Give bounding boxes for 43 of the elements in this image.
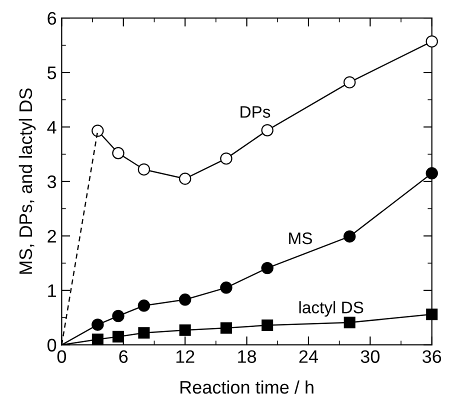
point bbox=[112, 330, 124, 342]
point bbox=[178, 172, 192, 185]
y-tick-label: 4 bbox=[47, 121, 56, 134]
y-tick-label: 3 bbox=[47, 175, 56, 188]
point bbox=[343, 230, 356, 243]
x-tick-label: 30 bbox=[360, 350, 380, 363]
y-tick-label: 0 bbox=[48, 338, 56, 352]
point bbox=[220, 322, 232, 334]
point bbox=[112, 310, 124, 322]
point bbox=[179, 324, 191, 336]
point bbox=[138, 300, 150, 312]
series-label: lactyl DS bbox=[299, 301, 364, 317]
point bbox=[138, 327, 150, 339]
point bbox=[92, 124, 104, 137]
x-tick-label: 36 bbox=[422, 350, 442, 363]
point bbox=[261, 124, 274, 136]
series-label: DPs bbox=[240, 106, 270, 118]
point bbox=[343, 76, 356, 88]
point bbox=[92, 318, 104, 331]
point bbox=[261, 262, 274, 274]
point bbox=[112, 147, 124, 160]
x-tick-label: 12 bbox=[176, 350, 194, 363]
series-label: MS bbox=[289, 232, 312, 244]
point bbox=[92, 334, 104, 346]
point bbox=[138, 163, 150, 176]
point bbox=[344, 316, 356, 328]
point bbox=[220, 282, 232, 294]
y-tick-label: 1 bbox=[48, 284, 56, 297]
x-tick-label: 6 bbox=[119, 350, 128, 363]
x-tick-label: 18 bbox=[238, 350, 256, 363]
y-tick-label: 2 bbox=[48, 230, 56, 242]
x-axis-title: Reaction time / h bbox=[180, 380, 314, 394]
x-tick-label: 0 bbox=[57, 350, 66, 363]
point bbox=[426, 35, 438, 48]
point bbox=[220, 152, 232, 165]
y-tick-label: 6 bbox=[48, 12, 56, 25]
point bbox=[426, 308, 438, 320]
y-tick-label: 5 bbox=[48, 66, 56, 80]
point bbox=[262, 319, 274, 332]
point bbox=[426, 167, 438, 180]
x-tick-label: 24 bbox=[299, 350, 318, 363]
point bbox=[178, 294, 192, 306]
y-axis-title: MS, DPs, and lactyl DS bbox=[18, 88, 36, 274]
